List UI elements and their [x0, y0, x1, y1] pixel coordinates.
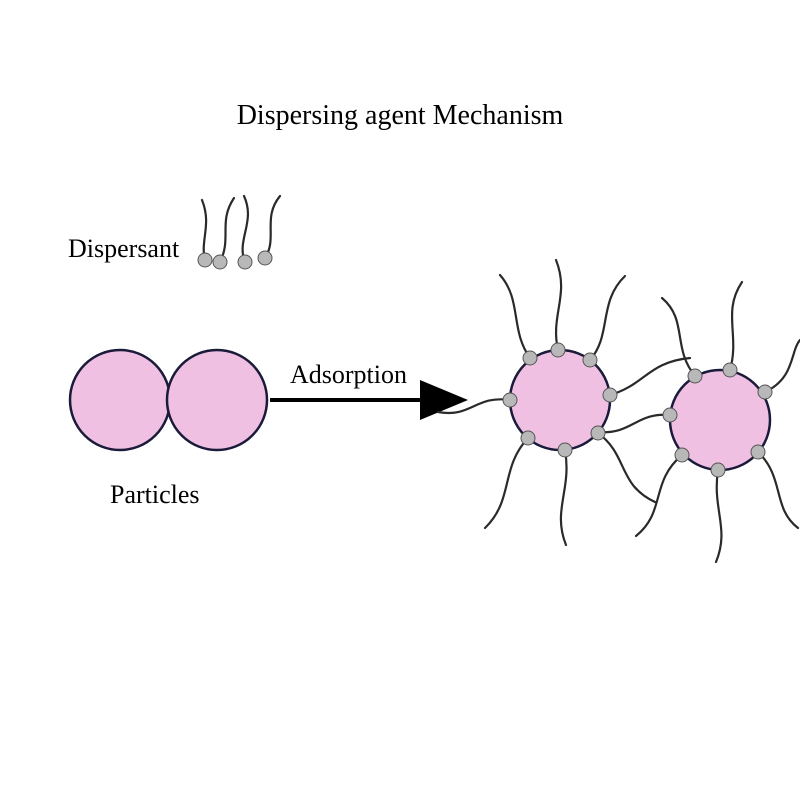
adsorbed-tail [598, 415, 670, 433]
adsorbed-head [558, 443, 572, 457]
adsorbed-head [591, 426, 605, 440]
adsorbed-head [523, 351, 537, 365]
adsorbed-head [663, 408, 677, 422]
dispersant-head [198, 253, 212, 267]
adsorbed-head [723, 363, 737, 377]
adsorbed-tail [598, 433, 655, 502]
dispersant-head [213, 255, 227, 269]
adsorbed-head [551, 343, 565, 357]
dispersant-head [258, 251, 272, 265]
dispersant-tail [265, 196, 280, 258]
adsorbed-head [688, 369, 702, 383]
adsorbed-tail [716, 470, 721, 562]
adsorbed-head [758, 385, 772, 399]
adsorbed-head [603, 388, 617, 402]
adsorbed-tail [500, 275, 530, 358]
adsorbed-head [583, 353, 597, 367]
adsorbed-tail [610, 358, 690, 395]
adsorbed-tail [561, 450, 567, 545]
adsorbed-head [751, 445, 765, 459]
dispersant-tail [220, 198, 234, 262]
adsorbed-tail [485, 438, 528, 528]
adsorbed-head [675, 448, 689, 462]
adsorbed-head [503, 393, 517, 407]
adsorbed-tail [765, 340, 800, 392]
dispersant-tail [202, 200, 206, 260]
adsorbed-tail [730, 282, 742, 370]
adsorbed-tail [758, 452, 798, 528]
adsorbed-head [711, 463, 725, 477]
dispersant-head [238, 255, 252, 269]
adsorbed-tail [590, 276, 625, 360]
dispersant-tail [243, 196, 248, 262]
adsorbed-tail [556, 260, 561, 350]
aggregated-particle [167, 350, 267, 450]
aggregated-particle [70, 350, 170, 450]
adsorbed-head [521, 431, 535, 445]
mechanism-diagram [0, 0, 800, 800]
